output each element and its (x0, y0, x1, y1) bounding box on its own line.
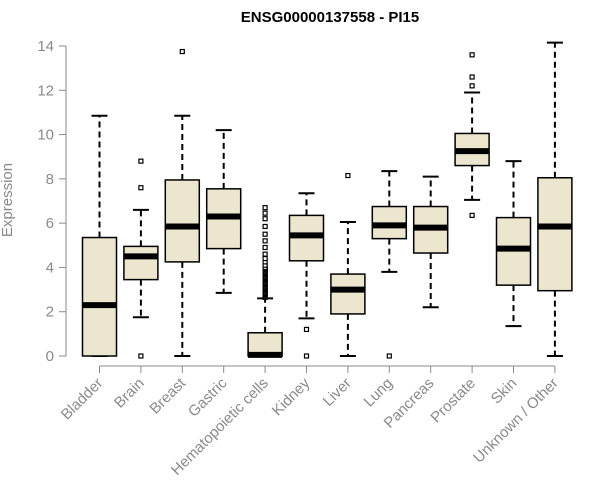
outlier-point (138, 158, 144, 164)
outlier-point (386, 353, 392, 359)
y-tick-label: 4 (46, 259, 54, 276)
y-tick-label: 8 (46, 171, 54, 188)
outlier-point (138, 185, 144, 191)
x-tick-label: Skin (488, 375, 521, 408)
outlier-point (138, 353, 144, 359)
y-tick-label: 2 (46, 304, 54, 321)
y-tick-label: 10 (37, 127, 54, 144)
box-breast (164, 48, 201, 357)
outlier-point (469, 212, 475, 218)
x-tick-label: Brain (111, 375, 148, 412)
box-liver (330, 172, 366, 357)
x-tick-label: Prostate (427, 375, 479, 427)
outlier-point (469, 83, 475, 89)
outlier-point (262, 216, 268, 222)
chart-title: ENSG00000137558 - PI15 (241, 9, 419, 26)
box-iqr (537, 177, 573, 292)
box-kidney (288, 192, 325, 359)
y-tick-label: 6 (46, 215, 54, 232)
y-axis-label: Expression (0, 163, 16, 237)
y-tick-label: 14 (37, 38, 54, 55)
box-iqr (164, 179, 201, 263)
outlier-point (262, 205, 268, 211)
outlier-point (469, 52, 475, 58)
box-bladder (81, 114, 118, 357)
outlier-point (262, 231, 268, 237)
box-unknown-other (537, 41, 573, 357)
boxes-group (81, 41, 573, 359)
x-tick-label: Breast (146, 374, 189, 417)
box-iqr (123, 245, 159, 281)
box-iqr (330, 273, 366, 315)
outlier-point (345, 172, 351, 179)
y-axis: 0 2 4 6 8 10 12 14 (37, 38, 67, 365)
outlier-point (262, 223, 268, 230)
box-skin (495, 160, 532, 328)
y-tick-label: 0 (46, 348, 54, 365)
y-tick-label: 12 (37, 82, 54, 99)
outlier-point (262, 251, 268, 257)
outlier-point (262, 255, 268, 262)
outlier-point (262, 244, 268, 251)
x-tick-label: Bladder (58, 375, 107, 424)
box-gastric (205, 129, 242, 294)
outlier-point (303, 353, 310, 359)
box-hematopoietic-cells (247, 205, 283, 358)
outlier-point (262, 210, 268, 216)
box-brain (123, 158, 159, 359)
x-tick-label: Lung (361, 375, 397, 411)
outlier-point (469, 74, 475, 80)
outlier-point (262, 238, 268, 244)
x-tick-label: Liver (320, 375, 355, 410)
box-iqr (81, 236, 118, 357)
box-lung (371, 170, 408, 359)
x-tick-label: Kidney (269, 374, 314, 419)
box-pancreas (412, 175, 449, 309)
box-prostate (454, 52, 490, 218)
outlier-point (179, 48, 185, 55)
outlier-point (303, 326, 310, 333)
